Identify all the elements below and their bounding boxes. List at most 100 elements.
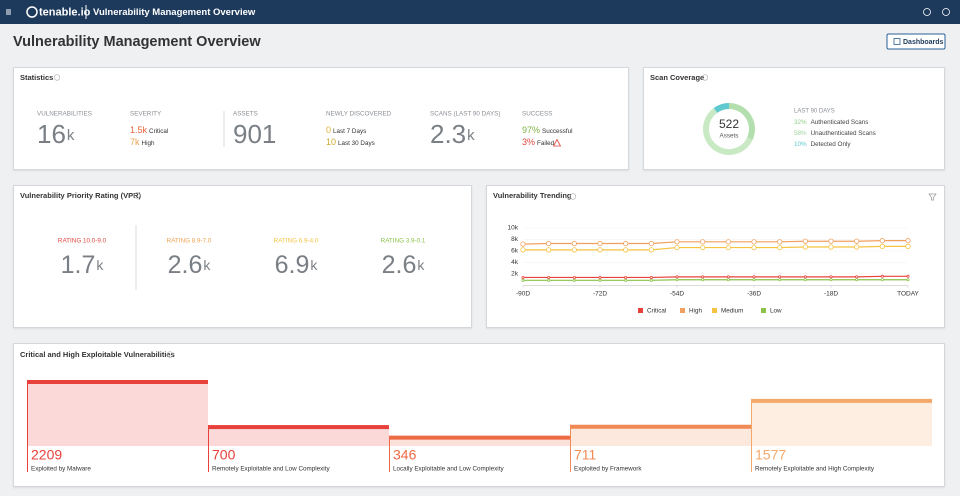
legend-label: Low xyxy=(770,308,782,315)
legend-label: High xyxy=(689,308,702,315)
x-tick-label: TODAY xyxy=(897,291,919,298)
stat-label: SCANS (LAST 90 DAYS) xyxy=(430,111,500,118)
stat-item-part: Last 30 Days xyxy=(338,140,375,147)
x-tick-label: -72D xyxy=(593,291,607,298)
stat-item-part: Failed xyxy=(537,140,555,147)
stat-value-part: 16 xyxy=(37,119,66,149)
trending-card xyxy=(486,185,945,328)
coverage-item-part: 32% xyxy=(794,119,807,126)
stat-value-part: k xyxy=(467,127,475,144)
stat-label: SEVERITY xyxy=(130,111,162,118)
x-tick-label: -90D xyxy=(516,291,530,298)
dashboards-button[interactable] xyxy=(886,33,946,50)
trend-point xyxy=(598,275,602,279)
bar-area xyxy=(208,425,389,446)
stat-label: SUCCESS xyxy=(522,111,552,118)
legend-swatch xyxy=(680,308,685,313)
trend-point xyxy=(520,241,526,247)
dashboards-icon xyxy=(893,38,901,45)
dashboards-button-label[interactable]: Dashboards xyxy=(903,39,944,46)
trend-point xyxy=(828,244,834,250)
x-tick-label: -18D xyxy=(824,291,838,298)
trend-point xyxy=(752,278,756,282)
trend-point xyxy=(547,278,551,282)
trend-point xyxy=(854,238,860,244)
bar-top xyxy=(570,424,751,429)
trend-point xyxy=(725,239,731,245)
vpr-label: RATING 3.9-0.1 xyxy=(381,238,426,245)
vpr-label: RATING 10.0-9.0 xyxy=(58,238,107,245)
vpr-value-part: 1.7 xyxy=(61,251,96,279)
stat-value: 901 xyxy=(233,119,276,149)
stat-item-part: 7k xyxy=(130,137,140,147)
trend-point xyxy=(675,278,679,282)
card-title: Scan Coverage xyxy=(650,73,704,82)
trend-point xyxy=(880,274,884,278)
trend-point xyxy=(572,278,576,282)
bar-value: 1577 xyxy=(755,447,786,463)
trend-point xyxy=(906,274,910,278)
coverage-item-part: Authenticated Scans xyxy=(811,119,869,126)
trend-point xyxy=(905,243,911,249)
menu-icon[interactable] xyxy=(6,9,11,15)
filter-icon[interactable] xyxy=(928,193,937,201)
vpr-value-part: 2.6 xyxy=(168,251,203,279)
x-tick-label: -36D xyxy=(747,291,761,298)
trend-point xyxy=(726,278,730,282)
trend-point xyxy=(546,247,552,253)
bar-category: Exploited by Framework xyxy=(574,466,642,473)
coverage-item-part: 10% xyxy=(794,141,807,148)
stat-item: 97% Successful xyxy=(522,125,572,135)
trend-point xyxy=(726,275,730,279)
vpr-value-part: 6.9 xyxy=(275,251,310,279)
brand: tenable.io xyxy=(39,6,91,18)
trend-point xyxy=(546,240,552,247)
trend-point xyxy=(572,275,576,279)
trend-point xyxy=(649,275,653,279)
stat-item-part: 97% xyxy=(522,125,540,135)
coverage-item-part: Unauthenticated Scans xyxy=(811,130,876,137)
vpr-value: 6.9k xyxy=(275,251,319,279)
stat-item-part: Critical xyxy=(149,128,168,135)
bar-value: 2209 xyxy=(31,447,62,463)
coverage-item: 10% Detected Only xyxy=(794,141,851,148)
trend-point xyxy=(803,278,807,282)
trend-point xyxy=(751,244,757,251)
trend-point xyxy=(623,247,629,253)
coverage-item: 58% Unauthenticated Scans xyxy=(794,130,876,137)
bar-category: Remotely Exploitable and Low Complexity xyxy=(212,466,330,473)
vpr-label: RATING 8.9-7.0 xyxy=(167,238,212,245)
stat-value-part: 2.3 xyxy=(430,119,466,149)
trend-line xyxy=(523,275,908,279)
trend-line xyxy=(522,240,908,245)
trend-point xyxy=(648,240,654,247)
donut-center-value: 522 xyxy=(719,117,739,131)
stat-item-part: 3% xyxy=(522,137,535,147)
trend-point xyxy=(752,275,756,279)
donut-segment xyxy=(703,107,753,155)
card-title: Critical and High Exploitable Vulnerabil… xyxy=(20,350,175,359)
trend-point xyxy=(855,278,859,282)
trend-point xyxy=(855,275,859,279)
trend-point xyxy=(778,275,782,279)
stat-item: 3% Failed xyxy=(522,137,555,147)
trend-point xyxy=(751,239,757,245)
warning-icon xyxy=(552,138,562,147)
trend-point xyxy=(521,278,525,282)
page-title: Vulnerability Management Overview xyxy=(13,34,261,50)
trend-point xyxy=(623,240,629,247)
info-icons xyxy=(53,74,709,358)
help-icon[interactable] xyxy=(923,8,931,16)
y-tick-label: 6k xyxy=(511,248,519,255)
stat-item-part: Successful xyxy=(542,128,572,135)
vpr-value-part: k xyxy=(96,257,104,273)
vpr-value-part: k xyxy=(310,257,318,273)
legend-swatch xyxy=(761,308,766,313)
vpr-value: 1.7k xyxy=(61,251,105,279)
logo-icon xyxy=(26,6,38,18)
user-icon[interactable] xyxy=(942,8,950,16)
stat-value-part: k xyxy=(67,127,75,144)
bar-area xyxy=(570,424,751,446)
coverage-item: 32% Authenticated Scans xyxy=(794,119,868,126)
